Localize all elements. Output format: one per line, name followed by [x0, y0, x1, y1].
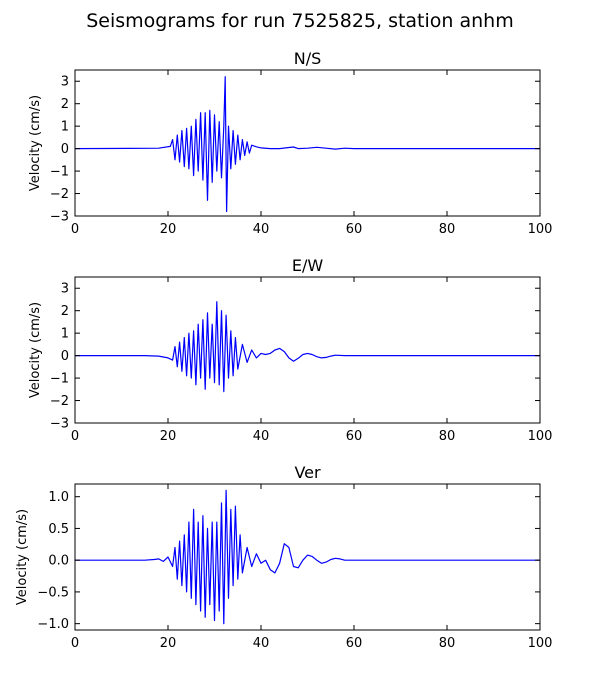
y-tick-label: −2: [50, 187, 69, 202]
subplot-1: 0 20 40 60 80 100 −3 −2 −1 0 1 2 3 N/S Velocity (cm/s): [28, 49, 552, 237]
x-tick-label: 100: [528, 636, 553, 651]
y-tick-label: −2: [50, 394, 69, 409]
series-line: [75, 301, 540, 393]
subplot-2: 0 20 40 60 80 100 −3 −2 −1 0 1 2 3 E/W Velocity (cm/s): [28, 256, 552, 444]
x-tick-label: 20: [160, 429, 177, 444]
subplot-title: E/W: [292, 256, 324, 275]
subplot-3: 0 20 40 60 80 100 −1.0 −0.5 0.0 0.5 1.0 Ver Velocity…: [15, 463, 552, 651]
x-tick-label: 100: [528, 222, 553, 237]
y-tick-label: 1: [61, 120, 69, 135]
series-line: [75, 489, 540, 625]
y-tick-label: 2: [61, 304, 69, 319]
y-tick-label: 3: [61, 75, 69, 90]
x-tick-label: 40: [253, 429, 270, 444]
x-tick-label: 60: [346, 222, 363, 237]
figure-title: Seismograms for run 7525825, station anh…: [86, 10, 514, 32]
x-tick-label: 0: [71, 636, 79, 651]
y-axis-label: Velocity (cm/s): [15, 509, 30, 605]
y-tick-label: −1.0: [37, 617, 69, 632]
x-tick-label: 60: [346, 429, 363, 444]
axes-frame: [74, 483, 541, 631]
y-tick-label: −3: [50, 210, 69, 225]
x-tick-label: 60: [346, 636, 363, 651]
x-tick-label: 100: [528, 429, 553, 444]
x-tick-label: 0: [71, 429, 79, 444]
x-tick-label: 40: [253, 222, 270, 237]
series-line: [74, 76, 540, 213]
y-tick-label: 0: [61, 142, 69, 157]
axes-frame: [74, 69, 541, 217]
x-tick-label: 80: [439, 429, 456, 444]
y-tick-label: 1.0: [48, 490, 69, 505]
x-tick-label: 0: [71, 222, 79, 237]
x-tick-label: 80: [439, 222, 456, 237]
y-tick-label: 0.5: [48, 522, 69, 537]
x-tick-label: 20: [160, 636, 177, 651]
x-tick-label: 20: [160, 222, 177, 237]
y-tick-label: −3: [50, 417, 69, 432]
y-tick-label: 2: [61, 97, 69, 112]
y-axis-label: Velocity (cm/s): [28, 95, 43, 191]
y-axis-label: Velocity (cm/s): [28, 302, 43, 398]
subplot-title: Ver: [294, 463, 321, 482]
y-tick-label: −0.5: [37, 585, 69, 600]
y-tick-label: 0.0: [48, 554, 69, 569]
y-tick-label: 3: [61, 282, 69, 297]
y-tick-label: 1: [61, 327, 69, 342]
axes-frame: [74, 276, 541, 424]
x-tick-label: 40: [253, 636, 270, 651]
y-tick-label: −1: [50, 165, 69, 180]
y-tick-label: 0: [61, 349, 69, 364]
subplot-title: N/S: [294, 49, 322, 68]
x-tick-label: 80: [439, 636, 456, 651]
y-tick-label: −1: [50, 372, 69, 387]
